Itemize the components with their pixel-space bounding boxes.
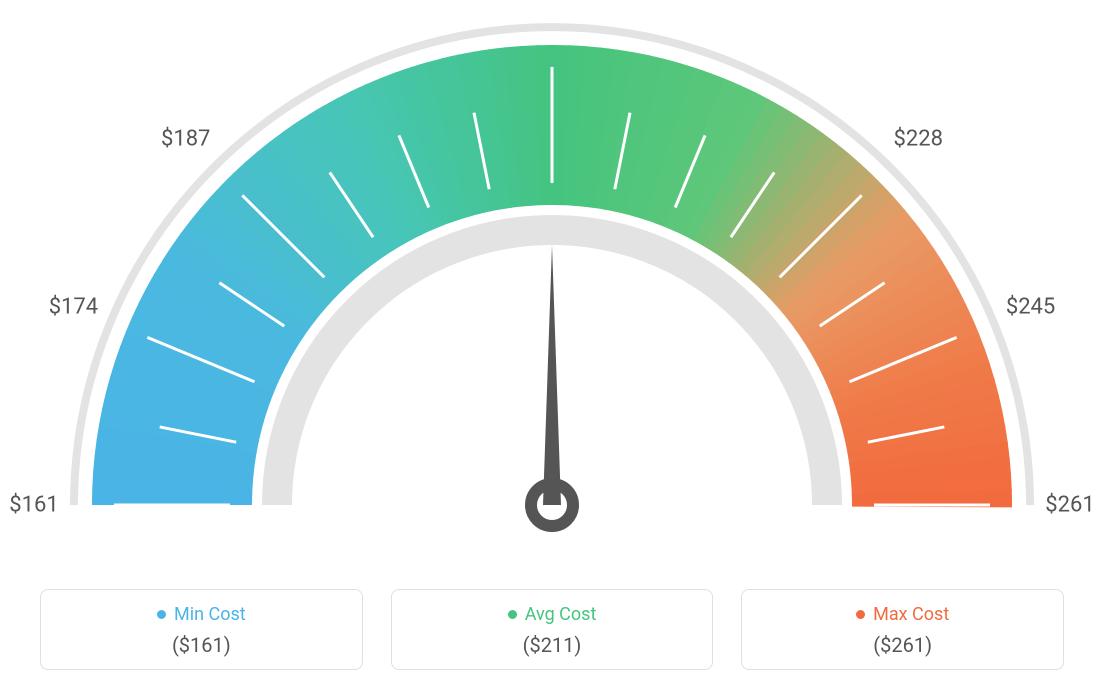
legend-avg-toggle[interactable]: Avg Cost [508, 604, 597, 625]
legend-dot-avg [508, 610, 517, 619]
gauge-tick-label: $187 [161, 126, 210, 151]
cost-gauge-widget: $161$174$187$211$228$245$261 Min Cost ($… [0, 0, 1104, 690]
legend-label-max: Max Cost [873, 604, 949, 625]
gauge-tick-label: $245 [1006, 294, 1055, 319]
gauge-chart: $161$174$187$211$228$245$261 [0, 0, 1104, 560]
legend-dot-min [157, 610, 166, 619]
gauge-tick-label: $174 [49, 294, 98, 319]
gauge-tick-label: $261 [1045, 493, 1094, 518]
legend-value-avg: ($211) [402, 633, 703, 657]
legend-card-max: Max Cost ($261) [741, 589, 1064, 670]
gauge-tick-label: $161 [9, 493, 58, 518]
legend-label-min: Min Cost [174, 604, 246, 625]
gauge-tick-label: $228 [894, 126, 943, 151]
legend-value-min: ($161) [51, 633, 352, 657]
legend-min-toggle[interactable]: Min Cost [157, 604, 246, 625]
legend-card-min: Min Cost ($161) [40, 589, 363, 670]
legend-value-max: ($261) [752, 633, 1053, 657]
legend-row: Min Cost ($161) Avg Cost ($211) Max Cost… [40, 589, 1064, 670]
legend-label-avg: Avg Cost [525, 604, 597, 625]
legend-max-toggle[interactable]: Max Cost [856, 604, 949, 625]
legend-dot-max [856, 610, 865, 619]
legend-card-avg: Avg Cost ($211) [391, 589, 714, 670]
